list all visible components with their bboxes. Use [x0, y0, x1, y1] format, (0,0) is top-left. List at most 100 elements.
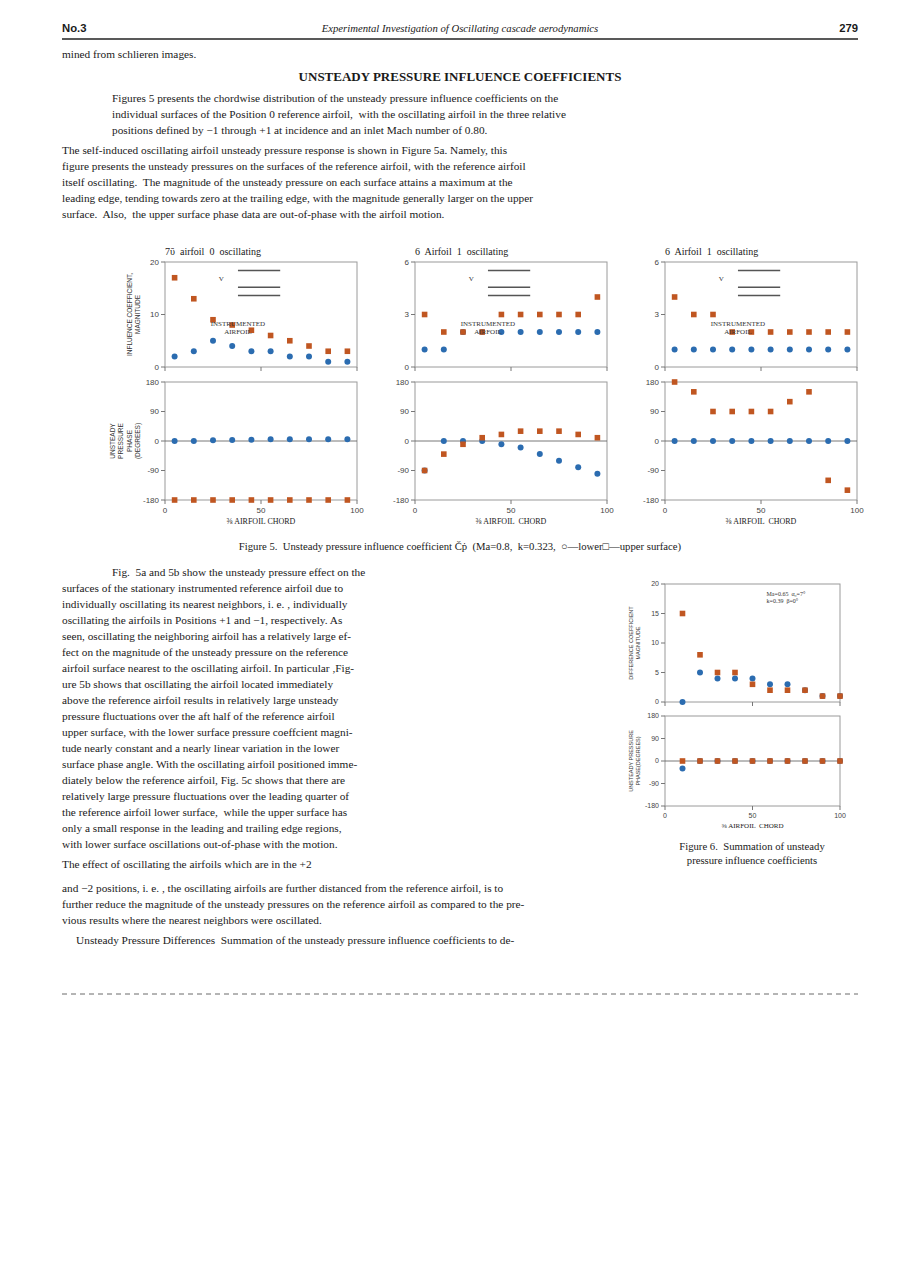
x-tick — [511, 367, 512, 371]
point — [691, 389, 697, 395]
point — [837, 693, 843, 699]
schematic-bar — [738, 286, 780, 288]
plot-frame — [165, 382, 357, 500]
point — [710, 409, 716, 415]
point — [729, 438, 735, 444]
x-tick-label: 50 — [749, 812, 757, 819]
y-axis-label: UNSTEADY PRESSUREPHASE(DEGREES) — [628, 730, 642, 792]
y-tick — [161, 382, 165, 383]
paragraph-line: itself oscillating. The magnitude of the… — [62, 176, 513, 188]
y-tick-label: -90 — [397, 466, 409, 475]
x-tick — [761, 367, 762, 371]
y-axis-label-line: (DEGREES) — [134, 423, 142, 459]
point — [820, 693, 826, 699]
y-tick-label: 5 — [655, 669, 659, 676]
point — [595, 435, 601, 441]
point — [306, 354, 312, 360]
schematic-bar — [238, 270, 280, 272]
y-tick — [411, 470, 415, 471]
annotation-line: AIRFOIL — [724, 328, 752, 336]
y-tick — [411, 500, 415, 501]
point — [680, 699, 686, 705]
point — [191, 497, 197, 503]
point — [768, 438, 774, 444]
chart-title: 6 Airfoil 1 oscillating — [415, 246, 508, 257]
y-tick — [661, 367, 665, 368]
paragraph-line: only a small response in the leading and… — [62, 822, 342, 834]
x-tick-label: 0 — [163, 506, 168, 515]
point — [844, 347, 850, 353]
x-tick — [840, 806, 841, 810]
x-tick — [857, 367, 858, 371]
plot-frame — [415, 382, 607, 500]
schematic-bar — [238, 295, 280, 297]
y-tick-label: 20 — [150, 258, 159, 267]
paragraph-line: tude nearly constant and a nearly linear… — [62, 742, 340, 754]
y-axis-label-line: PHASE — [126, 429, 133, 452]
header-rule — [62, 38, 858, 40]
point — [691, 312, 697, 318]
figure-caption: Figure 6. Summation of unsteadypressure … — [679, 840, 825, 866]
y-tick-label: 0 — [155, 363, 160, 372]
header-right: 279 — [839, 22, 858, 34]
annotation-line: INSTRUMENTED — [211, 320, 265, 328]
y-tick-label: 90 — [650, 407, 659, 416]
point — [697, 758, 703, 764]
y-tick — [161, 441, 165, 442]
point — [802, 687, 808, 693]
point — [672, 347, 678, 353]
y-tick-label: 20 — [651, 580, 659, 587]
y-tick-label: 0 — [655, 698, 659, 705]
point — [750, 758, 756, 764]
y-tick-label: 90 — [651, 735, 659, 742]
point — [422, 468, 428, 474]
y-axis-label-line: MAGNITUDE — [134, 294, 141, 334]
y-tick — [661, 672, 665, 673]
point — [575, 312, 581, 318]
point — [802, 758, 808, 764]
point — [802, 758, 808, 764]
plot-frame — [665, 382, 857, 500]
point — [575, 432, 581, 438]
y-tick-label: -180 — [143, 496, 160, 505]
x-tick — [607, 500, 608, 504]
point — [825, 329, 831, 335]
annotation-line: AIRFOIL — [474, 328, 502, 336]
point — [556, 312, 562, 318]
x-tick — [511, 500, 512, 504]
y-tick-label: 180 — [146, 378, 160, 387]
point — [802, 687, 808, 693]
point — [729, 409, 735, 415]
point — [732, 758, 738, 764]
marks — [680, 758, 844, 772]
point — [537, 312, 543, 318]
schematic-bar — [238, 286, 280, 288]
paragraph-line: Figures 5 presents the chordwise distrib… — [112, 92, 558, 104]
point — [537, 451, 543, 457]
point — [697, 652, 703, 658]
y-tick-label: 10 — [150, 310, 159, 319]
point — [820, 693, 826, 699]
paragraph-line: the reference airfoil lower surface, whi… — [62, 806, 347, 818]
x-tick — [752, 702, 753, 706]
marks — [172, 436, 351, 502]
x-tick-label: 0 — [663, 812, 667, 819]
paragraph-line: seen, oscillating the neighboring airfoi… — [62, 630, 351, 642]
point — [767, 758, 773, 764]
paragraph-line: vious results where the nearest neighbor… — [62, 914, 322, 926]
paragraph-line: leading edge, tending towards zero at th… — [62, 192, 533, 204]
y-tick — [661, 613, 665, 614]
paragraph-line: surface phase angle. With the oscillatin… — [62, 758, 357, 770]
point — [268, 436, 274, 442]
point — [287, 354, 293, 360]
chart: 050100180900-90-180⅜ AIRFOIL CHORDUNSTEA… — [628, 712, 846, 830]
marks — [680, 611, 844, 705]
point — [344, 359, 350, 365]
y-axis-label-line: UNSTEADY PRESSURE — [628, 730, 634, 792]
point — [556, 428, 562, 434]
point — [325, 436, 331, 442]
point — [172, 275, 178, 281]
y-tick — [661, 716, 665, 717]
point — [691, 438, 697, 444]
point — [172, 354, 178, 360]
